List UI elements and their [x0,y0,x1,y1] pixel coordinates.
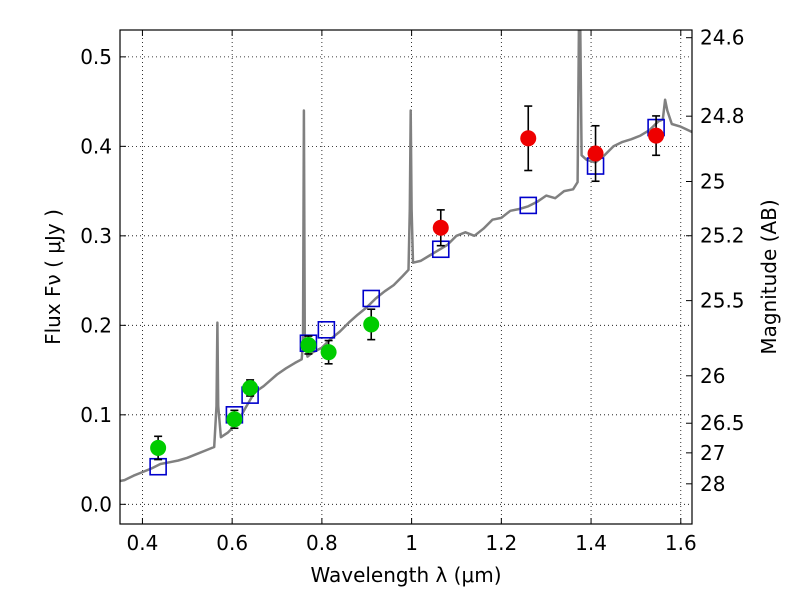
x-tick-label: 0.4 [127,531,159,555]
model-photometry-square [317,321,336,339]
photometry-point [648,127,665,144]
plot-frame [119,29,693,525]
y-tick-label: 0.2 [80,313,112,337]
y-tick-label: 0.1 [80,403,112,427]
y-axis-label-right: Magnitude (AB) [757,199,781,354]
x-tick-label: 0.6 [216,531,248,555]
axis-ticks: 0.4 0.6 0.8 1 1.2 1.4 1.6 0.0 0.1 0.2 0.3 0.4 0.5 24.… [80,26,744,555]
photometry-point [300,337,317,354]
right-tick-label: 25 [700,170,725,194]
y-tick-label: 0.0 [80,492,112,516]
right-tick-label: 26 [700,364,725,388]
right-tick-label: 24.6 [700,26,745,50]
x-tick-label: 1 [405,531,418,555]
x-tick-label: 1.4 [575,531,607,555]
x-axis-label: Wavelength λ (μm) [310,563,501,587]
model-photometry-square [362,289,381,308]
right-tick-label: 27 [700,441,725,465]
spectrum-line [120,30,692,483]
photometry-point [432,219,449,236]
right-tick-label: 24.8 [700,104,745,128]
right-tick-label: 25.2 [700,224,745,248]
right-tick-label: 25.5 [700,289,745,313]
photometry-point [150,439,167,456]
y-tick-label: 0.3 [80,224,112,248]
photometry-point [587,145,604,162]
photometry-point [242,379,259,396]
y-tick-label: 0.5 [80,45,112,69]
photometry-point [363,316,380,333]
spectrum-layer [120,30,692,483]
right-tick-label: 28 [700,472,725,496]
x-tick-label: 1.6 [665,531,697,555]
photometry-point [226,411,243,428]
x-tick-label: 0.8 [306,531,338,555]
photometry-point [520,130,537,147]
x-tick-label: 1.2 [485,531,517,555]
marker-layer [149,105,665,476]
y-axis-label: Flux Fν ( μJy ) [41,209,65,345]
model-photometry-square [519,196,538,215]
photometry-point [320,344,337,361]
right-tick-label: 26.5 [700,411,745,435]
y-tick-label: 0.4 [80,134,112,158]
